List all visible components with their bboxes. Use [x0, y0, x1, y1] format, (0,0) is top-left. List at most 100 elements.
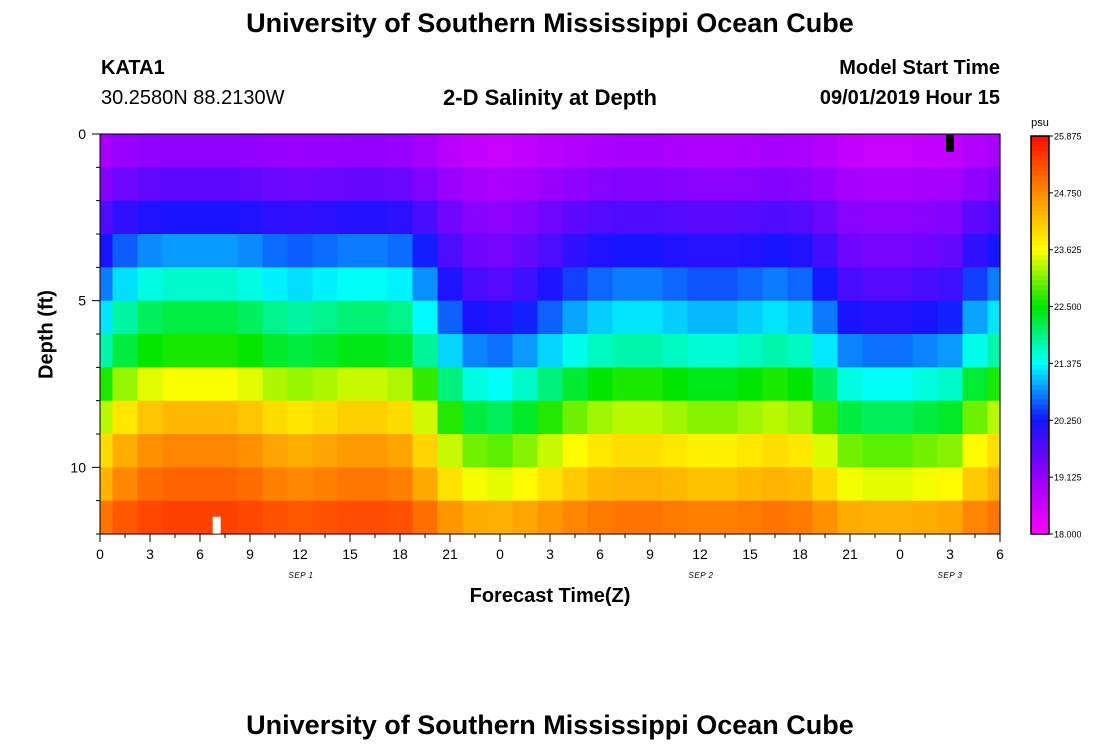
heatmap-cell [487, 400, 514, 435]
heatmap-cell [512, 434, 539, 468]
heatmap-cell [100, 400, 114, 435]
heatmap-cell [362, 334, 389, 368]
colorbar-segment [1031, 409, 1049, 416]
heatmap-cell [262, 200, 289, 235]
heatmap-cell [362, 167, 389, 202]
x-tick-label: 9 [246, 546, 254, 562]
heatmap-cell [987, 167, 1001, 202]
heatmap-cell [737, 500, 764, 535]
heatmap-cell [162, 434, 189, 468]
heatmap-cell [287, 167, 314, 202]
heatmap-cell [862, 200, 889, 235]
heatmap-cell [312, 167, 339, 202]
heatmap-cell [837, 300, 864, 335]
colorbar-tick-label: 19.125 [1054, 473, 1082, 483]
heatmap-cell [687, 467, 714, 502]
colorbar-segment [1031, 384, 1049, 391]
colorbar-segment [1031, 354, 1049, 361]
heatmap-cell [687, 267, 714, 302]
heatmap-cell [712, 334, 739, 368]
heatmap-cell [937, 234, 964, 268]
heatmap-cell [662, 500, 689, 535]
heatmap-cell [587, 200, 614, 235]
heatmap-cell [362, 367, 389, 402]
heatmap-cell [637, 134, 664, 168]
colorbar-segment [1031, 444, 1049, 451]
heatmap-cell [187, 200, 214, 235]
heatmap-cell [562, 167, 589, 202]
heatmap-cell [712, 134, 739, 168]
heatmap-cell [712, 367, 739, 402]
heatmap-cell [487, 434, 514, 468]
heatmap-cell [462, 434, 489, 468]
station-coords: 30.2580N 88.2130W [101, 87, 285, 109]
heatmap-cell [562, 500, 589, 535]
colorbar-segment [1031, 389, 1049, 396]
heatmap-cell [487, 367, 514, 402]
heatmap-cell [462, 367, 489, 402]
heatmap-cell [962, 500, 989, 535]
colorbar-segment [1031, 524, 1049, 530]
heatmap-cell [912, 434, 939, 468]
heatmap-cell [537, 367, 564, 402]
heatmap-cell [687, 434, 714, 468]
heatmap-cell [437, 267, 464, 302]
x-tick-label: 6 [596, 546, 604, 562]
heatmap-cell [912, 367, 939, 402]
heatmap-cell [637, 367, 664, 402]
heatmap-cell [562, 134, 589, 168]
heatmap-cell [512, 334, 539, 368]
heatmap-cell [687, 500, 714, 535]
heatmap-cell [862, 367, 889, 402]
heatmap-cell [312, 200, 339, 235]
heatmap-cell [412, 434, 439, 468]
heatmap-cell [487, 167, 514, 202]
heatmap-cell [187, 467, 214, 502]
colorbar-segment [1031, 165, 1049, 172]
heatmap-cell [812, 467, 839, 502]
colorbar-segment [1031, 325, 1049, 331]
heatmap-cell [512, 167, 539, 202]
heatmap-cell [237, 167, 264, 202]
heatmap-cell [762, 300, 789, 335]
colorbar-segment [1031, 310, 1049, 316]
heatmap-cell [712, 467, 739, 502]
heatmap-cell [237, 367, 264, 402]
heatmap-cell [337, 267, 364, 302]
heatmap-cell [312, 300, 339, 335]
heatmap-cell [412, 400, 439, 435]
heatmap-cell [100, 234, 114, 268]
colorbar-segment [1031, 394, 1049, 401]
heatmap-cell [437, 334, 464, 368]
colorbar-segment [1031, 424, 1049, 431]
colorbar-segment [1031, 429, 1049, 436]
heatmap-cell [312, 467, 339, 502]
heatmap-cell [462, 134, 489, 168]
heatmap-cell [662, 467, 689, 502]
heatmap-cell [962, 434, 989, 468]
heatmap-cell [287, 267, 314, 302]
heatmap-cell [387, 267, 414, 302]
heatmap-cell [737, 467, 764, 502]
heatmap-cell [212, 200, 239, 235]
heatmap-cell [562, 234, 589, 268]
heatmap-cell [762, 467, 789, 502]
heatmap-cell [437, 434, 464, 468]
heatmap-cell [962, 234, 989, 268]
heatmap-cell [837, 400, 864, 435]
heatmap-cell [287, 500, 314, 535]
heatmap-cell [987, 400, 1001, 435]
heatmap-cell [562, 267, 589, 302]
heatmap-cell [887, 467, 914, 502]
heatmap-cell [712, 267, 739, 302]
heatmap-cell [812, 334, 839, 368]
heatmap-cell [100, 467, 114, 502]
heatmap-cell [612, 167, 639, 202]
heatmap-cell [712, 500, 739, 535]
x-tick-label: 0 [896, 546, 904, 562]
heatmap-cell [287, 300, 314, 335]
heatmap-cell [762, 200, 789, 235]
heatmap-cell [762, 167, 789, 202]
heatmap-cell [487, 300, 514, 335]
colorbar-segment [1031, 479, 1049, 485]
